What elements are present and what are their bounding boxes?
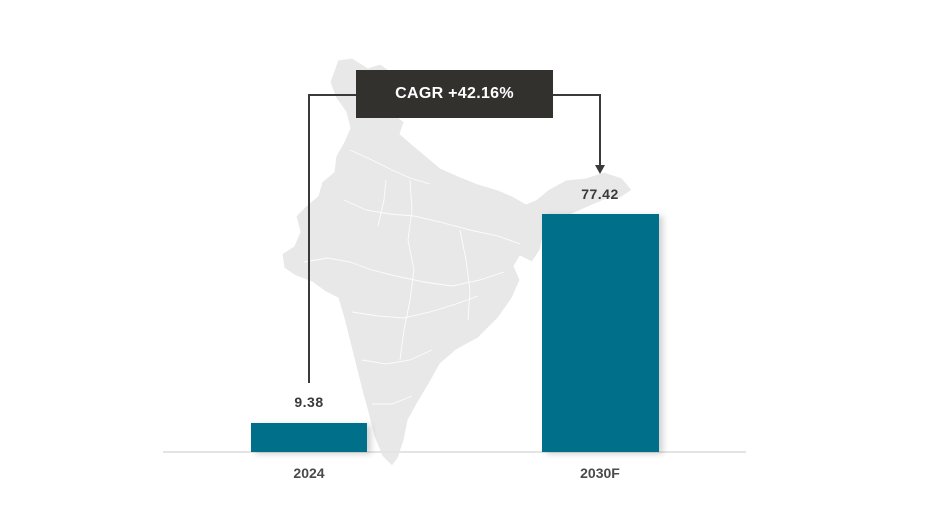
bar-value-label-2030f: 77.42: [581, 186, 619, 202]
cagr-annotation: CAGR +42.16%: [356, 70, 553, 118]
bar-2024: [251, 423, 367, 452]
category-label-2030f: 2030F: [580, 465, 620, 481]
category-label-2024: 2024: [293, 465, 325, 481]
bar-value-label-2024: 9.38: [294, 394, 324, 410]
x-axis-line: [163, 451, 746, 453]
bar-2030f: [542, 214, 659, 452]
